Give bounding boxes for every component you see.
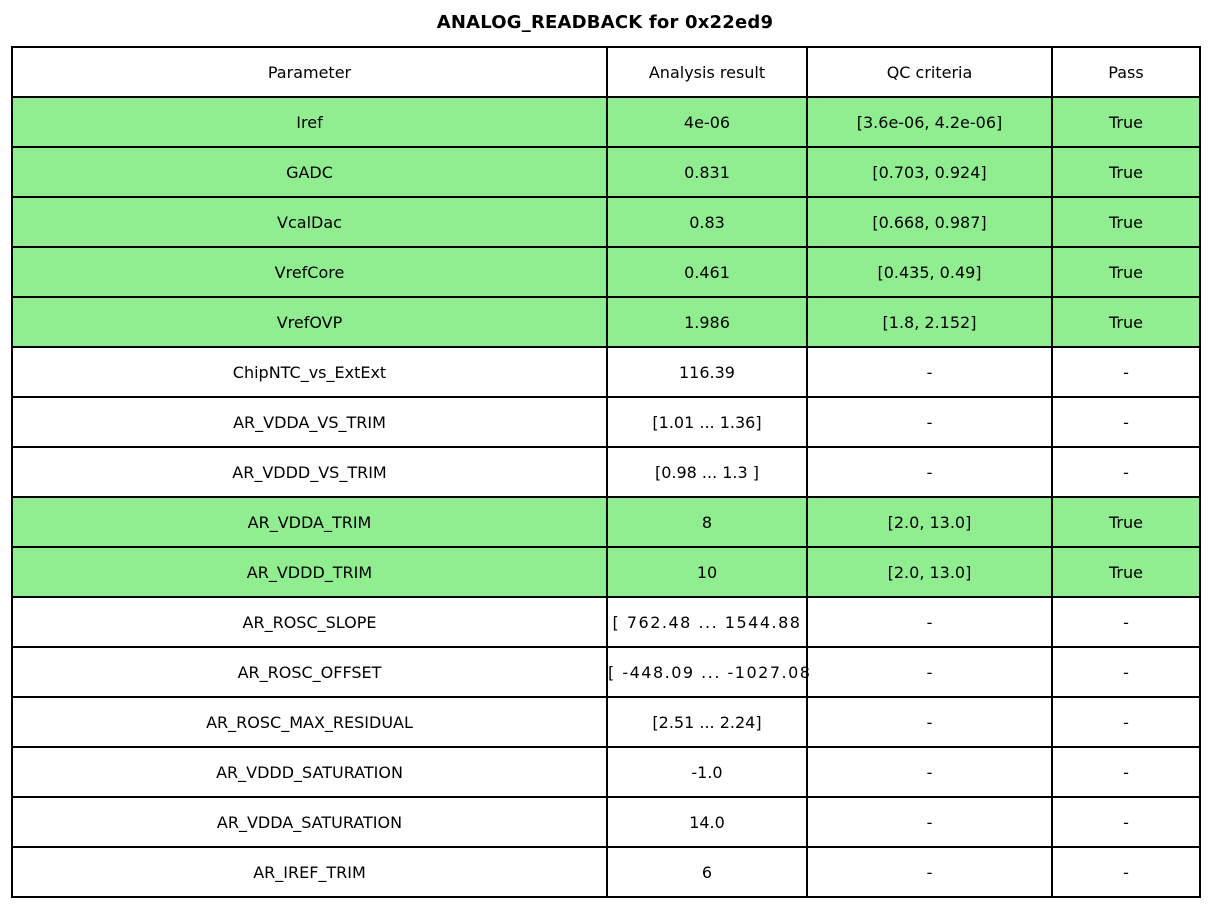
parameter-cell: AR_VDDD_VS_TRIM — [11, 446, 608, 498]
qc-criteria-cell: - — [806, 646, 1053, 698]
col-header-qc-criteria: QC criteria — [806, 46, 1053, 98]
qc-criteria-cell: - — [806, 446, 1053, 498]
parameter-cell: Iref — [11, 96, 608, 148]
pass-cell: - — [1051, 596, 1201, 648]
pass-cell: - — [1051, 846, 1201, 898]
table-row: AR_VDDD_SATURATION -1.0- - — [11, 746, 1201, 798]
analysis-result-cell: 8 — [606, 496, 808, 548]
table-row: AR_VDDA_TRIM 8 [2.0, 13.0] True — [11, 496, 1201, 548]
qc-criteria-cell: - — [806, 746, 1053, 798]
pass-cell: - — [1051, 446, 1201, 498]
header-row: Parameter Analysis result QC criteria Pa… — [11, 46, 1201, 98]
analysis-result-cell: 0.831 — [606, 146, 808, 198]
table-row: VrefCore 0.461 [0.435, 0.49] True — [11, 246, 1201, 298]
analysis-result-cell: 14.0 — [606, 796, 808, 848]
analysis-result-cell: [0.98 ... 1.3 ] — [606, 446, 808, 498]
table-row: VrefOVP 1.986 [1.8, 2.152] True — [11, 296, 1201, 348]
parameter-cell: VrefOVP — [11, 296, 608, 348]
table-row: AR_VDDA_VS_TRIM [1.01 ... 1.36] - - — [11, 396, 1201, 448]
analysis-result-cell: 1.986 — [606, 296, 808, 348]
qc-criteria-cell: - — [806, 846, 1053, 898]
analysis-result-cell: 4e-06 — [606, 96, 808, 148]
parameter-cell: AR_ROSC_OFFSET — [11, 646, 608, 698]
analysis-result-cell: [ -448.09 ... -1027.08 — [606, 646, 810, 698]
table-row: VcalDac 0.83 [0.668, 0.987] True — [11, 196, 1201, 248]
analysis-result-cell: [ 762.48 ... 1544.88 — [606, 596, 808, 648]
figure-title: ANALOG_READBACK for 0x22ed9 — [436, 12, 774, 33]
qc-criteria-cell: [3.6e-06, 4.2e-06] — [806, 96, 1053, 148]
table-row: Iref 4e-06 [3.6e-06, 4.2e-06] True — [11, 96, 1201, 148]
analysis-result-cell: [2.51 ... 2.24] — [606, 696, 808, 748]
pass-cell: True — [1051, 146, 1201, 198]
table-row: AR_IREF_TRIM 6- - — [11, 846, 1201, 898]
col-header-pass: Pass — [1051, 46, 1201, 98]
analysis-result-cell: 6 — [606, 846, 808, 898]
table-row: ChipNTC_vs_ExtExt 116.39- - — [11, 346, 1201, 398]
table-row: AR_VDDA_SATURATION 14.0- - — [11, 796, 1201, 848]
table-row: AR_ROSC_SLOPE[ 762.48 ... 1544.88- - — [11, 596, 1201, 648]
pass-cell: - — [1051, 346, 1201, 398]
pass-cell: - — [1051, 646, 1201, 698]
pass-cell: True — [1051, 296, 1201, 348]
pass-cell: - — [1051, 796, 1201, 848]
parameter-cell: AR_VDDA_TRIM — [11, 496, 608, 548]
pass-cell: True — [1051, 546, 1201, 598]
parameter-cell: AR_VDDA_SATURATION — [11, 796, 608, 848]
analysis-result-cell: [1.01 ... 1.36] — [606, 396, 808, 448]
parameter-cell: GADC — [11, 146, 608, 198]
table-row: AR_ROSC_MAX_RESIDUAL [2.51 ... 2.24] - - — [11, 696, 1201, 748]
parameter-cell: AR_VDDA_VS_TRIM — [11, 396, 608, 448]
qc-criteria-cell: - — [806, 796, 1053, 848]
parameter-cell: ChipNTC_vs_ExtExt — [11, 346, 608, 398]
parameter-cell: AR_VDDD_TRIM — [11, 546, 608, 598]
qc-criteria-cell: - — [806, 696, 1053, 748]
pass-cell: - — [1051, 746, 1201, 798]
parameter-cell: AR_ROSC_SLOPE — [11, 596, 608, 648]
pass-cell: True — [1051, 196, 1201, 248]
qc-criteria-cell: - — [806, 346, 1053, 398]
qc-criteria-cell: [0.703, 0.924] — [806, 146, 1053, 198]
qc-criteria-cell: - — [806, 596, 1053, 648]
table-row: GADC 0.831 [0.703, 0.924] True — [11, 146, 1201, 198]
qc-criteria-cell: [0.668, 0.987] — [806, 196, 1053, 248]
table-row: AR_VDDD_VS_TRIM [0.98 ... 1.3 ] - - — [11, 446, 1201, 498]
pass-cell: - — [1051, 396, 1201, 448]
qc-criteria-cell: [2.0, 13.0] — [806, 546, 1053, 598]
analysis-result-cell: 10 — [606, 546, 808, 598]
analysis-result-cell: 0.461 — [606, 246, 808, 298]
analysis-result-cell: 116.39 — [606, 346, 808, 398]
parameter-cell: AR_VDDD_SATURATION — [11, 746, 608, 798]
col-header-analysis-result: Analysis result — [606, 46, 808, 98]
readback-table: Parameter Analysis result QC criteria Pa… — [11, 46, 1201, 898]
qc-criteria-cell: [1.8, 2.152] — [806, 296, 1053, 348]
qc-criteria-cell: [0.435, 0.49] — [806, 246, 1053, 298]
col-header-parameter: Parameter — [11, 46, 608, 98]
parameter-cell: VcalDac — [11, 196, 608, 248]
table-row: AR_VDDD_TRIM 10 [2.0, 13.0] True — [11, 546, 1201, 598]
qc-criteria-cell: [2.0, 13.0] — [806, 496, 1053, 548]
parameter-cell: AR_IREF_TRIM — [11, 846, 608, 898]
pass-cell: True — [1051, 96, 1201, 148]
pass-cell: - — [1051, 696, 1201, 748]
pass-cell: True — [1051, 246, 1201, 298]
pass-cell: True — [1051, 496, 1201, 548]
qc-criteria-cell: - — [806, 396, 1053, 448]
analysis-result-cell: -1.0 — [606, 746, 808, 798]
parameter-cell: VrefCore — [11, 246, 608, 298]
analysis-result-cell: 0.83 — [606, 196, 808, 248]
table-row: AR_ROSC_OFFSET[ -448.09 ... -1027.08- - — [11, 646, 1201, 698]
parameter-cell: AR_ROSC_MAX_RESIDUAL — [11, 696, 608, 748]
